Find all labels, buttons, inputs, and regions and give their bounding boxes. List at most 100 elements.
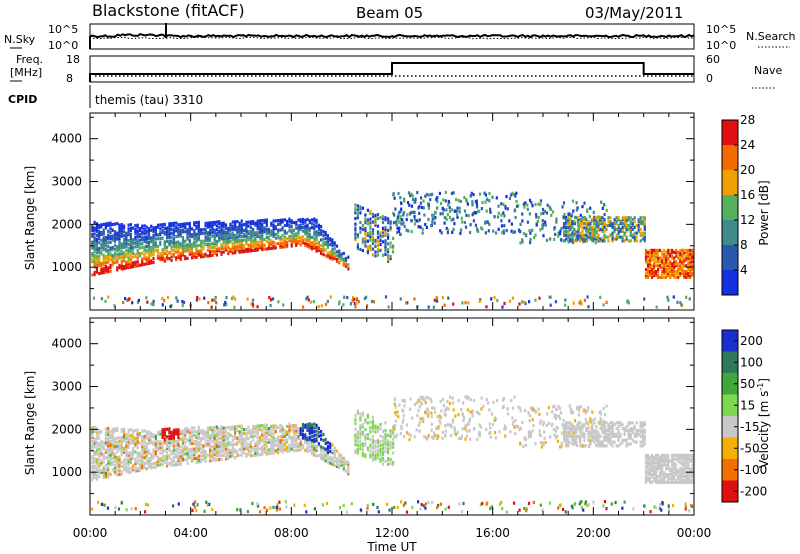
data-cell <box>127 227 130 231</box>
data-cell <box>605 434 608 438</box>
data-cell <box>286 446 289 450</box>
data-cell <box>559 445 562 449</box>
data-cell <box>210 305 213 309</box>
data-cell <box>113 429 117 433</box>
data-cell <box>186 438 189 442</box>
data-cell <box>292 429 295 433</box>
data-cell <box>673 256 676 260</box>
data-cell <box>136 264 139 268</box>
data-cell <box>371 212 375 216</box>
data-cell <box>145 432 148 436</box>
data-cell <box>431 220 434 224</box>
data-cell <box>290 221 293 225</box>
data-cell <box>344 264 348 268</box>
data-cell <box>246 297 249 301</box>
data-cell <box>313 449 316 453</box>
data-cell <box>589 434 592 438</box>
data-cell <box>104 442 107 446</box>
data-cell <box>657 467 660 471</box>
data-cell <box>359 433 362 437</box>
data-cell <box>200 243 203 247</box>
data-cell <box>335 459 339 463</box>
data-cell <box>369 443 372 447</box>
data-cell <box>326 450 329 454</box>
data-cell <box>381 458 385 462</box>
data-cell <box>104 431 107 435</box>
data-cell <box>98 256 101 260</box>
data-cell <box>184 444 187 448</box>
data-cell <box>528 419 531 423</box>
data-cell <box>169 304 172 309</box>
data-cell <box>118 252 121 256</box>
data-cell <box>188 248 191 252</box>
data-cell <box>222 440 225 444</box>
data-cell <box>227 426 230 430</box>
data-cell <box>297 235 300 239</box>
data-cell <box>387 236 390 240</box>
data-cell <box>308 437 311 441</box>
data-cell <box>371 415 375 420</box>
data-cell <box>639 423 642 427</box>
data-cell <box>125 465 128 469</box>
data-cell <box>102 269 105 273</box>
data-cell <box>359 416 362 420</box>
data-cell <box>530 408 533 412</box>
data-cell <box>159 447 162 451</box>
data-cell <box>331 456 334 460</box>
data-cell <box>317 434 320 438</box>
data-cell <box>190 242 194 246</box>
data-cell <box>188 244 191 249</box>
data-cell <box>292 431 295 435</box>
data-cell <box>413 210 416 214</box>
data-cell <box>587 432 590 436</box>
data-cell <box>639 434 642 438</box>
data-cell <box>118 463 121 467</box>
data-cell <box>145 250 148 254</box>
data-cell <box>657 480 660 484</box>
data-cell <box>104 473 107 477</box>
data-cell <box>265 222 268 226</box>
data-cell <box>104 249 107 253</box>
data-cell <box>461 427 464 431</box>
data-cell <box>359 226 362 230</box>
data-cell <box>446 423 449 427</box>
data-cell <box>526 220 529 224</box>
data-cell <box>342 261 345 265</box>
data-cell <box>163 441 166 445</box>
data-cell <box>202 245 205 249</box>
data-cell <box>141 456 144 460</box>
data-cell <box>256 424 259 428</box>
data-cell <box>663 262 666 266</box>
data-cell <box>627 239 630 243</box>
data-cell <box>515 200 518 204</box>
data-cell <box>685 270 688 274</box>
colorbar-tick-label: 16 <box>740 188 755 202</box>
data-cell <box>627 423 630 427</box>
data-cell <box>120 251 123 256</box>
data-cell <box>286 449 289 454</box>
data-cell <box>653 262 656 266</box>
data-cell <box>579 425 582 429</box>
data-cell <box>534 202 537 207</box>
data-cell <box>623 239 626 243</box>
data-cell <box>179 230 182 234</box>
data-cell <box>227 230 230 234</box>
data-cell <box>206 440 209 444</box>
data-cell <box>295 243 298 247</box>
data-cell <box>331 451 334 455</box>
data-cell <box>571 231 574 235</box>
data-cell <box>211 435 214 439</box>
data-cell <box>601 229 604 233</box>
data-cell <box>292 221 295 225</box>
data-cell <box>577 413 580 417</box>
data-cell <box>331 443 334 447</box>
data-cell <box>384 241 387 245</box>
data-cell <box>484 231 487 235</box>
data-cell <box>657 465 660 469</box>
data-cell <box>427 206 431 210</box>
data-cell <box>147 236 151 240</box>
data-cell <box>256 441 259 445</box>
data-cell <box>127 233 130 237</box>
data-cell <box>256 428 259 432</box>
data-cell <box>288 428 291 432</box>
